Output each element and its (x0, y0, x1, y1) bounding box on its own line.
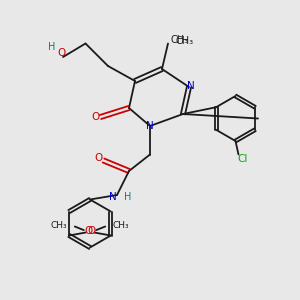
Text: Cl: Cl (237, 154, 247, 164)
Text: N: N (187, 80, 194, 91)
Text: O: O (85, 226, 93, 236)
Text: O: O (94, 153, 102, 163)
Text: H: H (124, 191, 131, 202)
Text: N: N (146, 121, 154, 131)
Text: CH₃: CH₃ (170, 35, 188, 45)
Text: N: N (109, 191, 116, 202)
Text: O: O (91, 112, 99, 122)
Text: CH₃: CH₃ (113, 220, 129, 230)
Text: O: O (87, 226, 95, 236)
Text: H: H (48, 41, 55, 52)
Text: O: O (57, 48, 66, 59)
Text: CH₃: CH₃ (51, 220, 67, 230)
Text: CH₃: CH₃ (176, 36, 194, 46)
